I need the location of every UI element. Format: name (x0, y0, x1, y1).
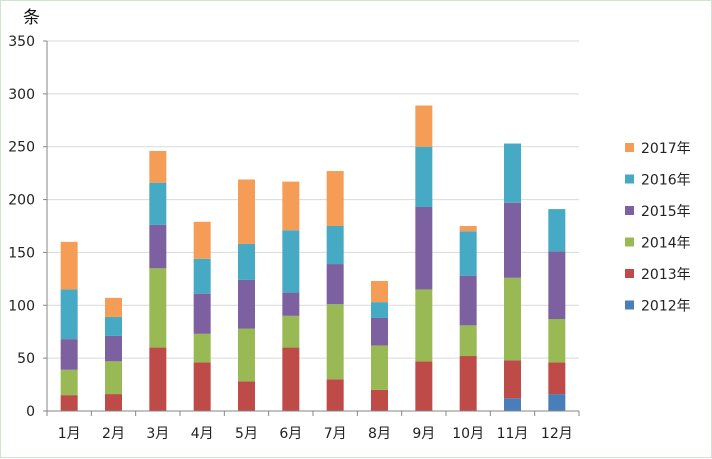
x-tick-label: 5月 (235, 426, 258, 442)
bar-segment (105, 297, 122, 317)
legend-label: 2014年 (641, 236, 691, 252)
bar-segment (282, 292, 300, 316)
legend-swatch (625, 269, 634, 278)
legend-label: 2013年 (641, 267, 691, 283)
y-tick-label: 200 (8, 193, 35, 209)
bar-segment (282, 181, 300, 231)
bar-segment (105, 361, 122, 395)
bar-segment (193, 362, 211, 411)
x-tick-label: 9月 (412, 426, 435, 442)
bar-segment (238, 381, 255, 411)
bar-segment (193, 293, 211, 334)
legend-swatch (625, 237, 634, 247)
bar-segment (548, 319, 566, 363)
legend-swatch (625, 206, 634, 215)
bar-segment (105, 316, 122, 336)
bar-segment (548, 251, 566, 320)
bar-segment (371, 280, 388, 303)
bar-segment (548, 394, 566, 411)
legend-swatch (625, 174, 634, 184)
x-tick-label: 11月 (497, 426, 529, 442)
bar-segment (326, 226, 344, 265)
bar-segment (415, 289, 433, 362)
bar-segment (149, 347, 167, 411)
bar-segment (459, 231, 477, 276)
bar-segment (282, 315, 300, 348)
bar-segment (326, 264, 344, 305)
bar-segment (459, 325, 477, 357)
bar-segment (193, 333, 211, 363)
bar-segment (149, 268, 167, 348)
bars (60, 105, 566, 411)
y-tick-label: 0 (26, 404, 35, 420)
legend-label: 2015年 (641, 204, 691, 220)
bar-segment (415, 361, 433, 411)
bar-segment (60, 395, 78, 411)
bar-segment (459, 356, 477, 411)
bar-segment (548, 209, 566, 252)
bar-segment (238, 328, 255, 382)
bar-segment (326, 379, 344, 411)
bar-segment (193, 221, 211, 259)
y-tick-label: 50 (17, 351, 35, 367)
x-tick-label: 4月 (191, 426, 214, 442)
bar-segment (105, 394, 122, 411)
grid-lines (47, 40, 579, 359)
bar-segment (371, 317, 388, 346)
bar-segment (149, 150, 167, 183)
legend-swatch (625, 143, 634, 152)
y-tick-label: 300 (8, 87, 35, 103)
x-tick-label: 1月 (58, 426, 81, 442)
bar-segment (60, 289, 78, 340)
bar-segment (371, 389, 388, 411)
bar-segment (415, 206, 433, 290)
bar-segment (105, 335, 122, 362)
bar-segment (238, 243, 255, 280)
x-tick-label: 12月 (541, 426, 573, 442)
bar-segment (326, 171, 344, 226)
x-tick-label: 3月 (146, 426, 169, 442)
bar-segment (326, 304, 344, 380)
bar-segment (415, 105, 433, 147)
y-axis-label: 条 (23, 8, 40, 28)
legend: 2017年 2016年 2015年 2014年 2013年 2012年 (625, 141, 691, 315)
x-tick-label: 8月 (368, 426, 391, 442)
bar-segment (548, 362, 566, 395)
bar-segment (459, 226, 477, 232)
x-tick-label: 2月 (102, 426, 125, 442)
bar-segment (282, 230, 300, 293)
x-tick-label: 6月 (279, 426, 302, 442)
bar-segment (459, 275, 477, 326)
bar-segment (238, 279, 255, 329)
bar-segment (282, 347, 300, 411)
legend-label: 2017年 (641, 141, 691, 157)
bar-segment (415, 146, 433, 207)
bar-segment (504, 360, 521, 399)
bar-segment (504, 277, 521, 361)
y-tick-label: 100 (8, 298, 35, 314)
legend-label: 2016年 (641, 173, 691, 189)
bar-segment (504, 398, 521, 411)
bar-segment (238, 179, 255, 244)
bar-segment (149, 182, 167, 225)
bar-segment (149, 224, 167, 269)
axes: 0 50 100 150 200 250 300 350 1月 2月 3月 4月 5月 6月 7月 8月 9月 1… (8, 34, 580, 442)
x-tick-label: 10月 (452, 426, 484, 442)
bar-segment (371, 302, 388, 318)
x-tick-label: 7月 (324, 426, 347, 442)
legend-label: 2012年 (641, 299, 691, 315)
y-tick-label: 350 (8, 34, 35, 50)
legend-swatch (625, 300, 634, 310)
bar-segment (60, 241, 78, 290)
bar-segment (504, 202, 521, 278)
bar-segment (60, 339, 78, 370)
y-tick-label: 250 (8, 140, 35, 156)
y-tick-label: 150 (8, 245, 35, 261)
bar-segment (504, 143, 521, 203)
bar-segment (371, 345, 388, 390)
bar-segment (60, 369, 78, 396)
bar-segment (193, 258, 211, 294)
